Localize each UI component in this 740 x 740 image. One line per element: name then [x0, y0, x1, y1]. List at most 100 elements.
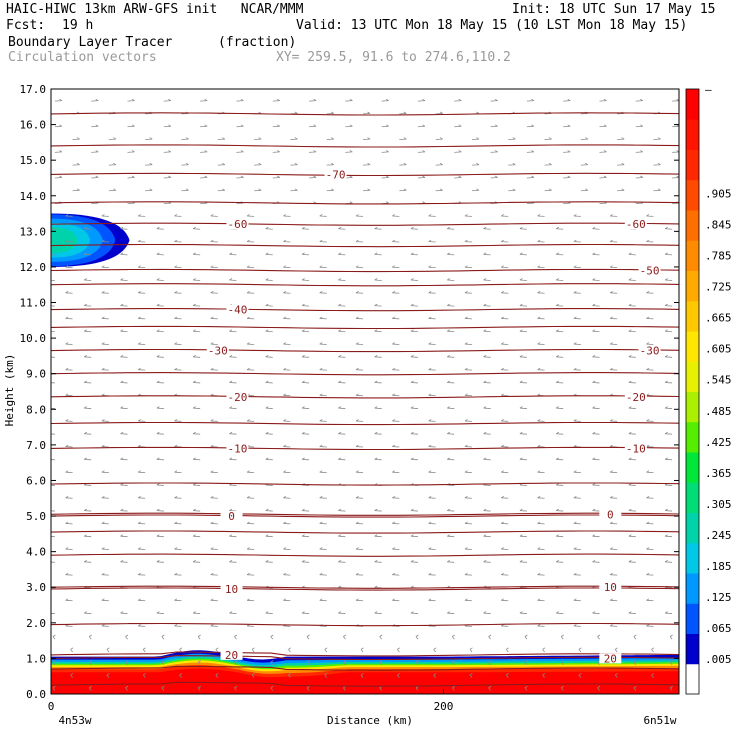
circulation-vector-head — [84, 380, 87, 383]
circulation-vector-head — [683, 291, 686, 293]
circulation-vector-head — [512, 162, 516, 166]
circulation-vector-head — [283, 419, 287, 422]
circulation-vector-head — [592, 226, 596, 230]
circulation-vector-head — [628, 278, 632, 281]
circulation-vector-head — [494, 175, 498, 178]
circulation-vector-head — [319, 316, 323, 319]
circulation-vector-head — [70, 647, 74, 650]
circulation-vector-head — [101, 572, 105, 576]
circulation-vector — [161, 636, 165, 640]
circulation-vector-head — [210, 444, 214, 447]
circulation-vector-head — [646, 367, 650, 371]
circulation-vector-head — [234, 634, 238, 637]
circulation-vector-head — [573, 624, 577, 627]
circulation-vector-head — [556, 483, 559, 486]
circulation-vector — [488, 636, 491, 640]
circulation-vector-head — [392, 598, 396, 601]
circulation-vector-head — [192, 303, 196, 306]
colorbar-label: .365 — [705, 467, 732, 480]
circulation-vector-head — [501, 342, 504, 345]
circulation-vector-head — [519, 534, 523, 537]
circulation-vector-head — [385, 150, 389, 153]
circulation-vector-head — [355, 265, 359, 268]
circulation-vector-head — [609, 342, 613, 345]
circulation-vector-head — [101, 393, 105, 396]
circulation-vector-head — [609, 444, 613, 447]
circulation-vector-head — [338, 303, 342, 306]
circulation-vector-head — [597, 634, 601, 637]
circulation-vector-head — [137, 419, 141, 422]
isotherm-line — [51, 395, 679, 399]
circulation-vector-head — [294, 188, 298, 191]
circulation-vector-head — [447, 226, 450, 230]
circulation-vector-head — [234, 685, 238, 689]
circulation-vector-head — [464, 572, 468, 576]
circulation-vector-head — [246, 239, 250, 242]
circulation-vector-head — [476, 162, 480, 166]
circulation-vector-head — [283, 316, 287, 319]
circulation-vector-head — [609, 624, 613, 627]
circulation-vector-head — [156, 303, 160, 306]
circulation-vector-head — [439, 111, 443, 114]
isotherm-line — [51, 283, 679, 287]
isotherm-line — [51, 530, 679, 534]
circulation-vector-head — [410, 560, 414, 563]
circulation-vector-head — [640, 124, 644, 127]
circulation-vector — [125, 661, 128, 666]
circulation-vector-head — [319, 290, 323, 294]
circulation-vector-head — [265, 329, 269, 332]
colorbar-swatch — [686, 149, 699, 181]
isotherm-line — [51, 172, 679, 177]
circulation-vector-head — [628, 329, 632, 332]
circulation-vector-head — [174, 419, 178, 422]
circulation-vector-head — [137, 470, 141, 473]
circulation-vector-head — [573, 444, 577, 447]
circulation-vector-head — [464, 547, 468, 550]
circulation-vector-head — [251, 647, 255, 650]
isotherm-label-bg — [638, 345, 661, 356]
colorbar-swatch — [686, 89, 699, 120]
circulation-vector — [415, 687, 419, 691]
circulation-vector-head — [192, 508, 196, 511]
circulation-vector-head — [428, 393, 432, 396]
circulation-vector — [234, 687, 237, 691]
circulation-vector-head — [229, 508, 233, 511]
circulation-vector-head — [669, 685, 673, 689]
circulation-vector — [633, 661, 637, 666]
circulation-vector-head — [428, 316, 432, 319]
colorbar: .005 .065 .125 .185 .245 .305 .365 .425 .485 .545… — [685, 83, 732, 695]
x-tick-label: 200 — [434, 700, 454, 713]
circulation-vector-head — [174, 367, 178, 371]
circulation-vector-head — [501, 572, 504, 576]
circulation-vector-head — [331, 111, 334, 114]
circulation-vector-head — [483, 508, 487, 511]
circulation-vector-head — [519, 329, 523, 332]
colorbar-label: .845 — [705, 219, 732, 232]
circulation-vector-head — [283, 367, 287, 371]
circulation-vector-head — [156, 380, 160, 383]
circulation-vector-head — [683, 394, 686, 396]
circulation-vector-head — [537, 598, 541, 601]
isotherm-label-bg — [226, 391, 249, 402]
circulation-vector-head — [174, 624, 178, 627]
circulation-vector-head — [403, 188, 407, 191]
circulation-vector-head — [301, 534, 305, 537]
circulation-vector-head — [240, 98, 244, 102]
circulation-vector-head — [131, 175, 135, 178]
circulation-vector-head — [324, 673, 328, 676]
circulation-vector-head — [415, 660, 419, 663]
circulation-vector-head — [476, 188, 480, 191]
circulation-vector-head — [537, 214, 541, 217]
circulation-vector-head — [215, 647, 219, 650]
circulation-vector-head — [319, 470, 323, 473]
isotherm-label: -60 — [228, 218, 248, 231]
circulation-vector-head — [464, 214, 468, 217]
circulation-vector-head — [397, 673, 401, 676]
circulation-vector-head — [65, 342, 69, 345]
circulation-vector-head — [556, 303, 559, 306]
circulation-vector-head — [592, 611, 596, 614]
colorbar-label: .125 — [705, 591, 732, 604]
circulation-vector — [578, 649, 582, 653]
circulation-vector-head — [48, 612, 51, 614]
